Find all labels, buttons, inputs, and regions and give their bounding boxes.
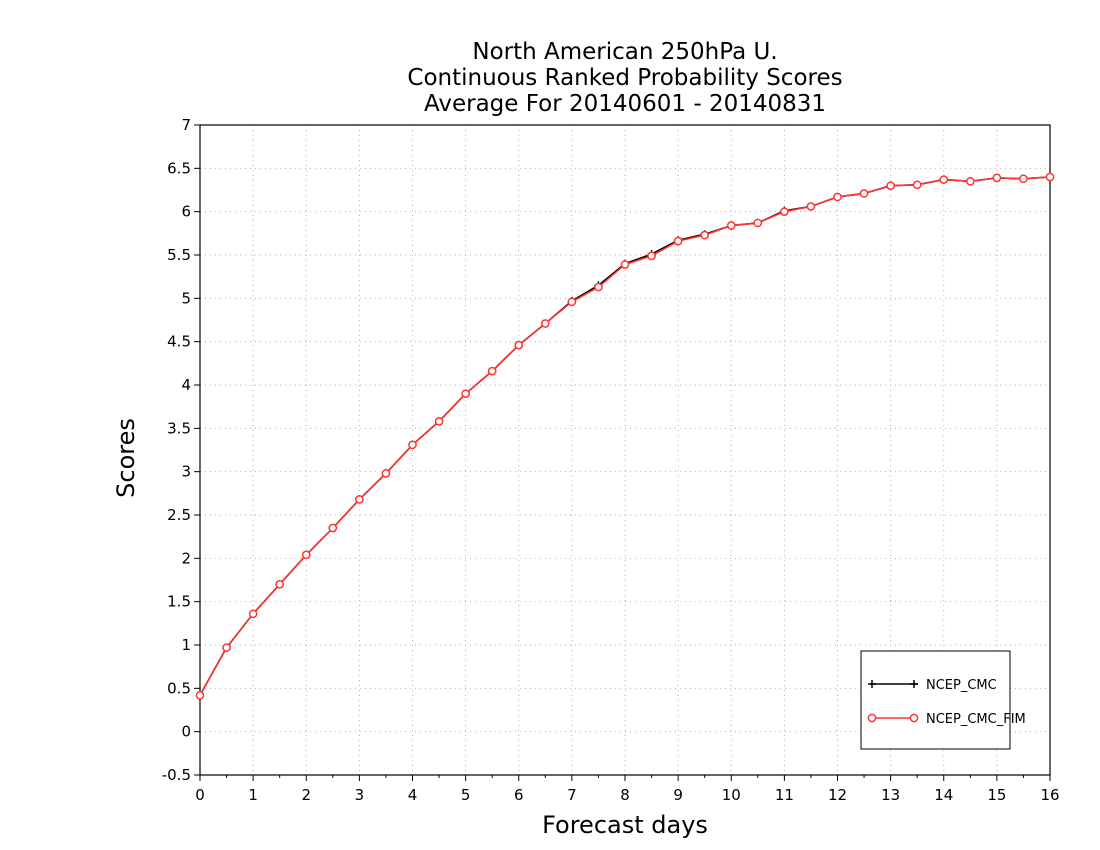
data-point — [275, 579, 285, 589]
x-tick-label: 15 — [987, 786, 1006, 804]
data-point — [355, 495, 364, 504]
data-point — [594, 282, 603, 292]
chart-title-line-1: North American 250hPa U. — [472, 39, 777, 65]
x-tick-label: 2 — [301, 786, 311, 804]
data-point — [886, 181, 895, 191]
x-tick-label: 11 — [775, 786, 794, 804]
x-axis-label: Forecast days — [542, 811, 708, 839]
legend-marker — [867, 713, 877, 723]
y-tick-label: -0.5 — [162, 766, 191, 784]
data-point — [673, 236, 683, 246]
y-tick-label: 7 — [181, 116, 191, 134]
legend-label: NCEP_CMC — [926, 678, 997, 693]
data-point — [487, 366, 497, 376]
y-tick-label: 0.5 — [167, 679, 191, 697]
data-point — [408, 440, 417, 450]
y-tick-label: 5 — [181, 289, 191, 307]
y-tick-label: 5.5 — [167, 246, 191, 264]
y-tick-label: 3.5 — [167, 419, 191, 437]
x-tick-label: 10 — [722, 786, 741, 804]
data-point — [248, 609, 258, 619]
x-tick-label: 0 — [195, 786, 205, 804]
x-tick-label: 5 — [461, 786, 471, 804]
data-point — [301, 550, 311, 560]
data-point — [647, 251, 656, 261]
x-tick-label: 1 — [248, 786, 258, 804]
series-group — [195, 172, 1055, 700]
data-point — [434, 417, 444, 426]
series-ncep-cmc-fim — [195, 172, 1055, 700]
y-tick-label: 6.5 — [167, 159, 191, 177]
data-point — [753, 218, 763, 228]
y-tick-label: 1 — [181, 636, 191, 654]
legend-box — [860, 650, 1011, 750]
y-tick-label: 2.5 — [167, 506, 191, 524]
x-tick-label: 8 — [620, 786, 630, 804]
data-point — [222, 643, 231, 652]
legend: NCEP_CMC NCEP_CMC_FIM — [860, 650, 1026, 750]
data-point — [965, 176, 975, 186]
data-point — [567, 297, 577, 307]
y-tick-label: 3 — [181, 463, 191, 481]
y-tick-label: 1.5 — [167, 593, 191, 611]
data-point — [620, 260, 630, 269]
data-point — [461, 389, 470, 399]
x-tick-label: 7 — [567, 786, 577, 804]
y-axis-label: Scores — [112, 418, 140, 498]
data-point — [328, 523, 338, 533]
data-point — [780, 207, 789, 217]
y-tick-label: 4 — [181, 376, 191, 394]
grid-lines — [200, 125, 1050, 775]
legend-label: NCEP_CMC_FIM — [926, 712, 1026, 727]
legend-marker — [909, 713, 919, 723]
data-point — [381, 469, 391, 478]
x-tick-label: 6 — [514, 786, 524, 804]
y-tick-label: 6 — [181, 203, 191, 221]
data-point — [939, 175, 949, 184]
x-tick-label: 4 — [408, 786, 418, 804]
data-point — [833, 192, 842, 202]
x-tick-label: 9 — [673, 786, 683, 804]
axis-ticks: 0 1 2 3 4 5 6 7 8 9 10 11 12 13 14 15 16-0.500.511.522.5… — [162, 116, 1060, 804]
data-point — [700, 230, 710, 240]
chart-title-line-3: Average For 20140601 - 20140831 — [424, 91, 826, 117]
data-point — [912, 180, 922, 190]
y-tick-label: 0 — [181, 723, 191, 741]
y-tick-label: 4.5 — [167, 333, 191, 351]
x-tick-label: 13 — [881, 786, 900, 804]
data-point — [1019, 174, 1028, 184]
data-point — [195, 690, 205, 700]
data-point — [859, 189, 869, 198]
legend-marker — [910, 680, 918, 688]
legend-marker — [868, 680, 876, 688]
data-point — [806, 202, 816, 211]
y-tick-label: 2 — [181, 549, 191, 567]
x-tick-label: 16 — [1040, 786, 1059, 804]
data-point — [992, 173, 1002, 183]
data-point — [1045, 172, 1055, 182]
x-tick-label: 14 — [934, 786, 953, 804]
data-point — [540, 319, 550, 328]
x-tick-label: 12 — [828, 786, 847, 804]
chart-title-line-2: Continuous Ranked Probability Scores — [407, 65, 842, 91]
x-tick-label: 3 — [355, 786, 365, 804]
data-point — [514, 340, 524, 350]
data-point — [726, 221, 736, 230]
